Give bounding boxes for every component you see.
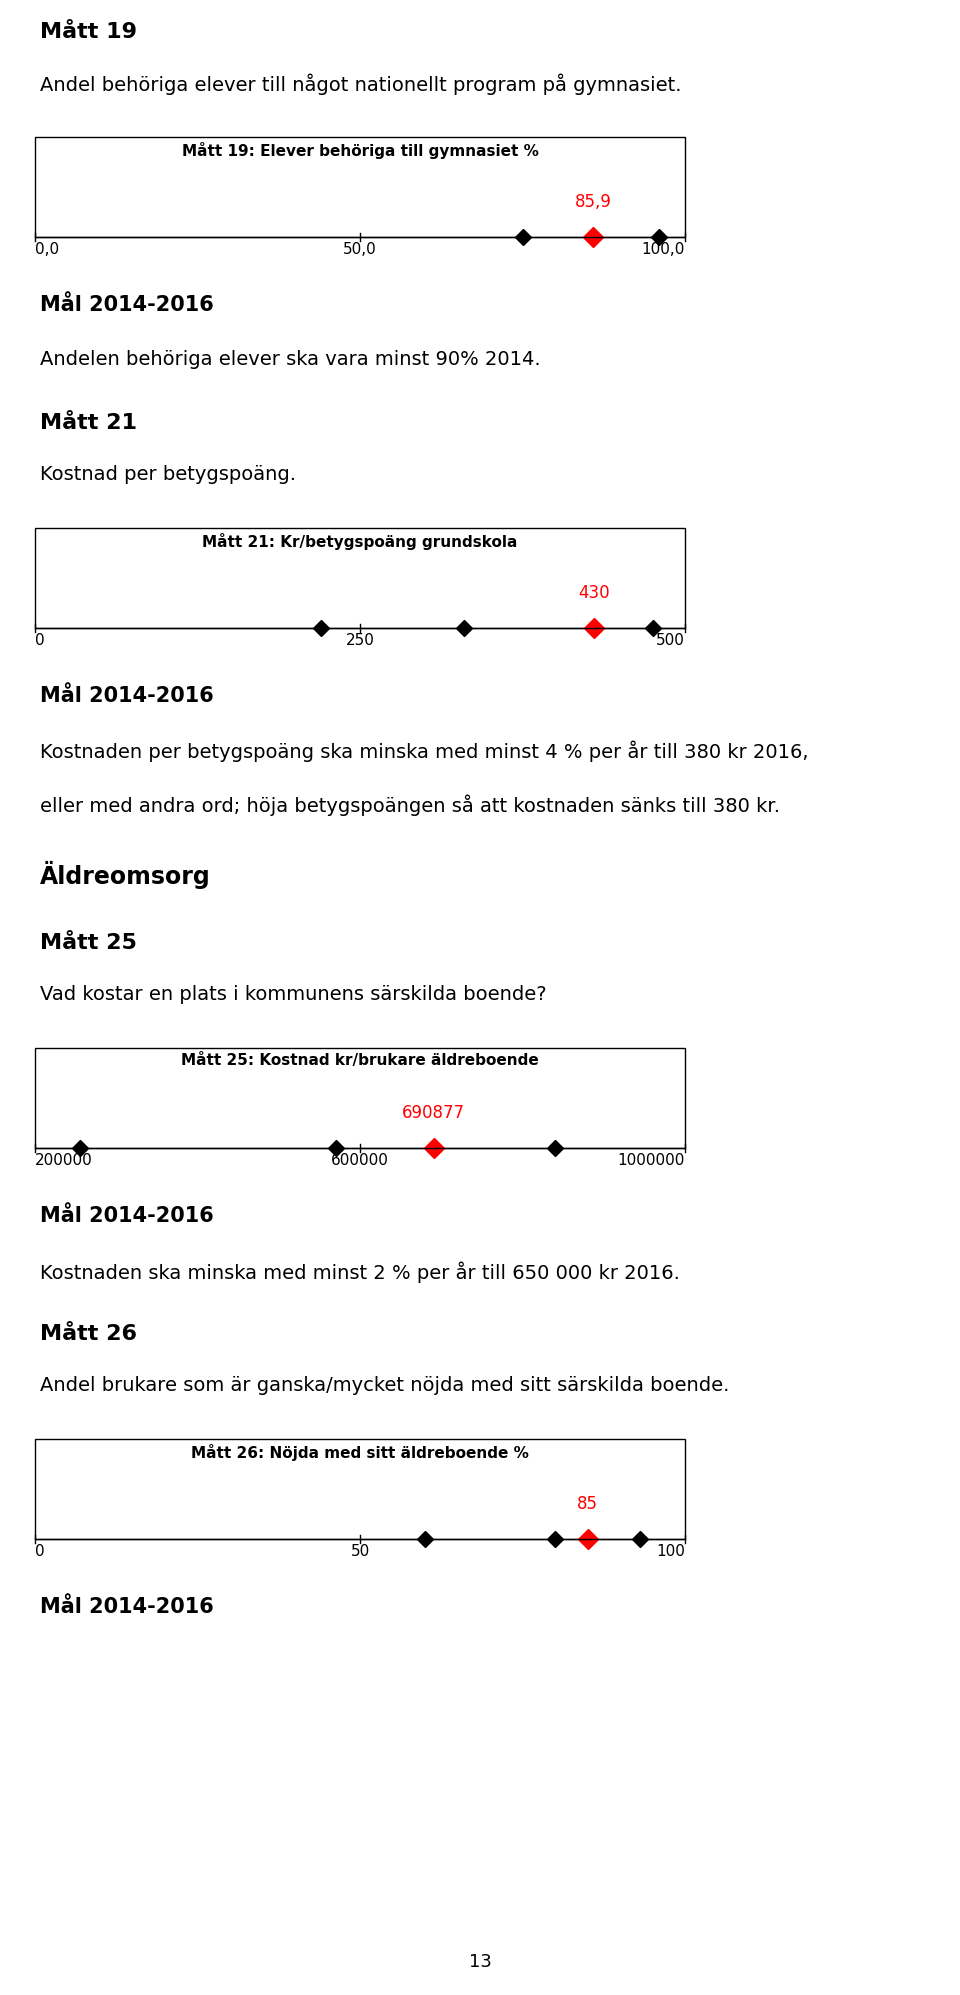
Text: Andel brukare som är ganska/mycket nöjda med sitt särskilda boende.: Andel brukare som är ganska/mycket nöjda… [40, 1377, 730, 1395]
Text: 690877: 690877 [402, 1103, 466, 1121]
Text: 500: 500 [656, 632, 685, 648]
Text: 1000000: 1000000 [617, 1153, 685, 1169]
Text: 85,9: 85,9 [575, 194, 612, 211]
Text: 250: 250 [346, 632, 374, 648]
Text: 0,0: 0,0 [35, 241, 60, 257]
Text: Mått 26: Nöjda med sitt äldreboende %: Mått 26: Nöjda med sitt äldreboende % [191, 1444, 529, 1460]
Text: Mål 2014-2016: Mål 2014-2016 [40, 1207, 214, 1227]
Text: 50: 50 [350, 1544, 370, 1560]
Text: 13: 13 [468, 1953, 492, 1971]
Text: 100: 100 [656, 1544, 685, 1560]
Text: 100,0: 100,0 [641, 241, 685, 257]
Text: 0: 0 [35, 632, 44, 648]
Text: Mått 19: Mått 19 [40, 22, 137, 42]
Text: 430: 430 [578, 585, 610, 602]
Text: Äldreomsorg: Äldreomsorg [40, 862, 211, 890]
Text: Mått 26: Mått 26 [40, 1325, 137, 1345]
Text: Vad kostar en plats i kommunens särskilda boende?: Vad kostar en plats i kommunens särskild… [40, 986, 546, 1003]
Text: Mål 2014-2016: Mål 2014-2016 [40, 295, 214, 315]
Text: 85: 85 [577, 1494, 598, 1512]
Text: Andel behöriga elever till något nationellt program på gymnasiet.: Andel behöriga elever till något natione… [40, 74, 682, 96]
Text: Mått 25: Kostnad kr/brukare äldreboende: Mått 25: Kostnad kr/brukare äldreboende [181, 1053, 539, 1067]
Text: eller med andra ord; höja betygspoängen så att kostnaden sänks till 380 kr.: eller med andra ord; höja betygspoängen … [40, 794, 780, 816]
Text: Mått 25: Mått 25 [40, 934, 137, 954]
Text: 200000: 200000 [35, 1153, 93, 1169]
Text: 50,0: 50,0 [343, 241, 377, 257]
Text: Mål 2014-2016: Mål 2014-2016 [40, 686, 214, 706]
Text: Mål 2014-2016: Mål 2014-2016 [40, 1598, 214, 1618]
Text: Mått 21: Kr/betygspoäng grundskola: Mått 21: Kr/betygspoäng grundskola [203, 533, 517, 551]
Text: Mått 19: Elever behöriga till gymnasiet %: Mått 19: Elever behöriga till gymnasiet … [181, 142, 539, 160]
Text: Mått 21: Mått 21 [40, 413, 137, 433]
Text: Kostnaden per betygspoäng ska minska med minst 4 % per år till 380 kr 2016,: Kostnaden per betygspoäng ska minska med… [40, 740, 808, 762]
Text: 0: 0 [35, 1544, 44, 1560]
Text: 600000: 600000 [331, 1153, 389, 1169]
Text: Kostnaden ska minska med minst 2 % per år till 650 000 kr 2016.: Kostnaden ska minska med minst 2 % per å… [40, 1261, 680, 1283]
Text: Andelen behöriga elever ska vara minst 90% 2014.: Andelen behöriga elever ska vara minst 9… [40, 349, 540, 369]
Text: Kostnad per betygspoäng.: Kostnad per betygspoäng. [40, 465, 296, 485]
